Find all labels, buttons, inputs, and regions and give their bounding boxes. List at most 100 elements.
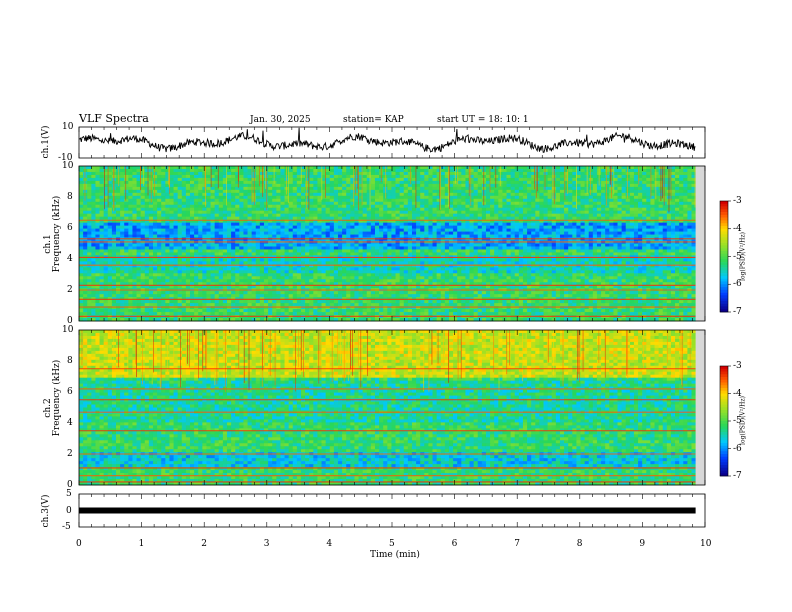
spectrogram-cell bbox=[186, 244, 191, 247]
spectrogram-cell bbox=[280, 235, 285, 238]
spectrogram-cell bbox=[593, 202, 598, 205]
spectrogram-cell bbox=[663, 166, 668, 169]
spectrogram-cell bbox=[523, 199, 528, 202]
spectrogram-cell bbox=[597, 202, 602, 205]
spectrogram-cell bbox=[313, 175, 318, 178]
spectrogram-cell bbox=[465, 249, 470, 252]
spectrogram-cell bbox=[194, 178, 199, 181]
spectrogram-cell bbox=[498, 232, 503, 235]
spectrogram-cell bbox=[313, 249, 318, 252]
spectrogram-cell bbox=[531, 166, 536, 169]
spectrogram-cell bbox=[457, 261, 462, 264]
spectrogram-cell bbox=[124, 232, 129, 235]
spectrogram-cell bbox=[350, 172, 355, 175]
spectrogram-cell bbox=[531, 169, 536, 172]
spectrogram-cell bbox=[605, 235, 610, 238]
spectrogram-cell bbox=[412, 252, 417, 255]
spectrogram-cell bbox=[408, 208, 413, 211]
spectrogram-cell bbox=[655, 193, 660, 196]
spectrogram-cell bbox=[326, 196, 331, 199]
spectrogram-cell bbox=[141, 196, 146, 199]
spectrogram-cell bbox=[445, 193, 450, 196]
spectrogram-cell bbox=[309, 202, 314, 205]
spectrogram-cell bbox=[642, 229, 647, 232]
spectrogram-cell bbox=[313, 214, 318, 217]
spectrogram-cell bbox=[560, 244, 565, 247]
spectrogram-cell bbox=[116, 190, 121, 193]
spectrogram-cell bbox=[354, 261, 359, 264]
spectrogram-cell bbox=[322, 214, 327, 217]
spectrogram-cell bbox=[564, 235, 569, 238]
spectrogram-cell bbox=[618, 187, 623, 190]
spectrogram-cell bbox=[145, 199, 150, 202]
spectrogram-cell bbox=[539, 190, 544, 193]
spectrogram-cell bbox=[581, 184, 586, 187]
spectrogram-cell bbox=[601, 244, 606, 247]
spectrogram-cell bbox=[145, 214, 150, 217]
spectrogram-cell bbox=[375, 208, 380, 211]
spectrogram-cell bbox=[622, 258, 627, 261]
spectrogram-cell bbox=[428, 232, 433, 235]
spectrogram-cell bbox=[141, 223, 146, 226]
spectrogram-cell bbox=[379, 252, 384, 255]
spectrogram-cell bbox=[576, 211, 581, 214]
spectrogram-cell bbox=[354, 217, 359, 220]
spectrogram-cell bbox=[235, 223, 240, 226]
spectrogram-cell bbox=[416, 199, 421, 202]
spectrogram-cell bbox=[334, 214, 339, 217]
spectrogram-cell bbox=[544, 261, 549, 264]
spectrogram-cell bbox=[367, 246, 372, 249]
spectrogram-cell bbox=[605, 181, 610, 184]
spectrogram-cell bbox=[178, 229, 183, 232]
spectrogram-cell bbox=[671, 223, 676, 226]
spectrogram-cell bbox=[359, 235, 364, 238]
spectrogram-cell bbox=[157, 226, 162, 229]
spectrogram-cell bbox=[655, 252, 660, 255]
spectrogram-cell bbox=[194, 199, 199, 202]
spectrogram-cell bbox=[544, 211, 549, 214]
spectrogram-cell bbox=[478, 229, 483, 232]
spectrogram-cell bbox=[264, 178, 269, 181]
spectrogram-cell bbox=[457, 208, 462, 211]
spectrogram-cell bbox=[280, 178, 285, 181]
spectrogram-cell bbox=[252, 246, 257, 249]
spectrogram-cell bbox=[671, 175, 676, 178]
spectrogram-cell bbox=[597, 214, 602, 217]
spectrogram-cell bbox=[523, 181, 528, 184]
spectrogram-cell bbox=[601, 223, 606, 226]
spectrogram-cell bbox=[428, 244, 433, 247]
spectrogram-cell bbox=[424, 208, 429, 211]
spectrogram-cell bbox=[128, 249, 133, 252]
spectrogram-cell bbox=[601, 184, 606, 187]
spectrogram-cell bbox=[264, 244, 269, 247]
spectrogram-cell bbox=[231, 184, 236, 187]
spectrogram-cell bbox=[309, 199, 314, 202]
spectrogram-cell bbox=[618, 261, 623, 264]
spectrogram-cell bbox=[461, 184, 466, 187]
spectrogram-cell bbox=[309, 261, 314, 264]
spectrogram-cell bbox=[568, 169, 573, 172]
spectrogram-cell bbox=[601, 172, 606, 175]
spectrogram-cell bbox=[260, 205, 265, 208]
spectrogram-cell bbox=[178, 199, 183, 202]
spectrogram-cell bbox=[264, 252, 269, 255]
spectrogram-cell bbox=[622, 214, 627, 217]
spectrogram-cell bbox=[585, 202, 590, 205]
spectrogram-cell bbox=[202, 172, 207, 175]
spectrogram-cell bbox=[400, 187, 405, 190]
spectrogram-cell bbox=[502, 223, 507, 226]
spectrogram-cell bbox=[289, 223, 294, 226]
spectrogram-cell bbox=[679, 193, 684, 196]
spectrogram-cell bbox=[383, 211, 388, 214]
spectrogram-cell bbox=[692, 261, 697, 264]
spectrogram-cell bbox=[437, 223, 442, 226]
spectrogram-cell bbox=[671, 246, 676, 249]
spectrogram-cell bbox=[375, 202, 380, 205]
spectrogram-cell bbox=[342, 166, 347, 169]
spectrogram-cell bbox=[646, 226, 651, 229]
spectrogram-cell bbox=[116, 258, 121, 261]
spectrogram-cell bbox=[157, 196, 162, 199]
spectrogram-cell bbox=[272, 184, 277, 187]
spectrogram-cell bbox=[527, 226, 532, 229]
spectrogram-cell bbox=[638, 196, 643, 199]
